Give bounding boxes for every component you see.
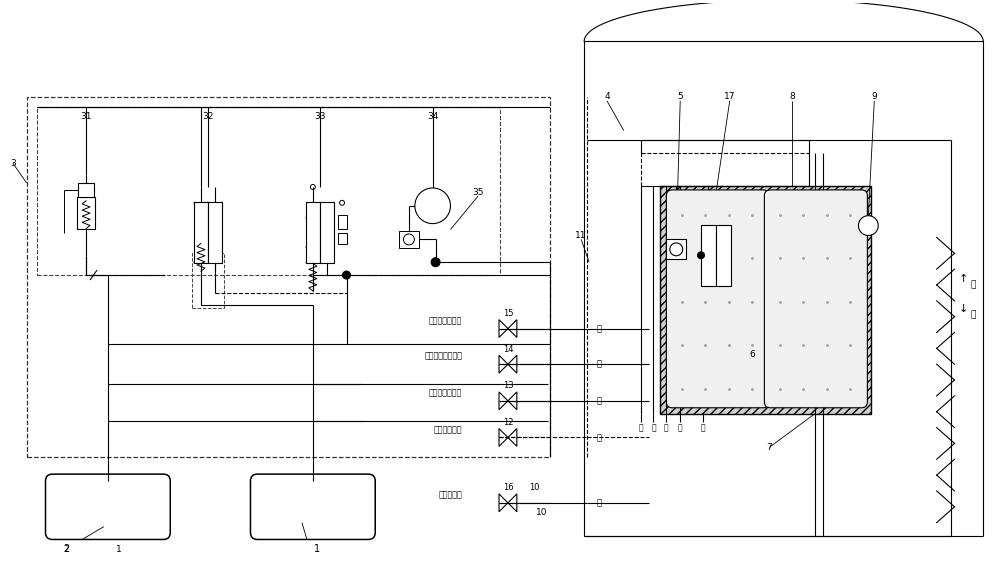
Circle shape [431, 258, 440, 266]
Text: 32: 32 [202, 112, 214, 121]
FancyBboxPatch shape [764, 190, 867, 408]
Text: 3: 3 [10, 159, 16, 168]
Text: 10: 10 [536, 508, 547, 517]
Text: 34: 34 [427, 112, 438, 121]
Text: 31: 31 [80, 112, 92, 121]
Text: 采样面液体压力: 采样面液体压力 [429, 316, 462, 325]
Text: 16: 16 [503, 484, 513, 493]
FancyBboxPatch shape [45, 474, 170, 539]
Text: 二: 二 [597, 396, 602, 405]
Text: 12: 12 [503, 418, 513, 427]
Bar [320, 202, 334, 263]
Text: 6: 6 [750, 350, 755, 359]
Text: 17: 17 [724, 92, 735, 101]
Bar [77, 197, 95, 229]
Text: 液体采样口: 液体采样口 [439, 490, 462, 500]
Bar [660, 186, 871, 414]
Text: 五: 五 [701, 423, 705, 432]
Bar [716, 225, 731, 286]
Text: 11: 11 [575, 231, 587, 240]
Bar [666, 239, 686, 259]
Bar [37, 107, 500, 275]
Bar [338, 232, 347, 244]
FancyBboxPatch shape [666, 190, 769, 408]
Text: 10: 10 [529, 484, 540, 493]
Text: 2: 2 [63, 545, 69, 554]
Text: 5: 5 [677, 92, 683, 101]
Text: 下: 下 [970, 310, 976, 319]
Text: 1: 1 [314, 544, 320, 555]
Text: 二: 二 [664, 423, 669, 432]
Bar [192, 253, 224, 308]
FancyBboxPatch shape [250, 474, 375, 539]
Text: 三: 三 [597, 359, 602, 369]
Bar [78, 183, 94, 197]
Text: 9: 9 [871, 92, 877, 101]
Bar [27, 97, 550, 457]
Text: 复位样置换回路: 复位样置换回路 [429, 388, 462, 397]
Text: 35: 35 [472, 188, 484, 197]
Text: 15: 15 [503, 309, 513, 318]
Text: 4: 4 [604, 92, 610, 101]
Circle shape [698, 252, 704, 259]
Text: ↑: ↑ [959, 274, 968, 284]
Circle shape [403, 234, 414, 245]
Text: 13: 13 [503, 382, 513, 391]
Text: 7: 7 [766, 443, 772, 452]
Circle shape [858, 215, 878, 235]
Text: 8: 8 [789, 92, 795, 101]
Circle shape [415, 188, 450, 223]
Text: 33: 33 [314, 112, 326, 121]
Text: 五: 五 [597, 498, 602, 507]
Text: 三: 三 [651, 423, 656, 432]
Bar [338, 215, 347, 229]
Text: 2: 2 [63, 544, 69, 555]
Bar [194, 202, 208, 263]
Text: 一: 一 [678, 423, 683, 432]
Text: 四: 四 [638, 423, 643, 432]
Text: 四: 四 [597, 324, 602, 333]
Text: ↓: ↓ [959, 304, 968, 314]
Text: 采样控制回路: 采样控制回路 [434, 425, 462, 434]
Text: 14: 14 [503, 345, 513, 354]
Circle shape [670, 243, 683, 256]
Bar [306, 202, 320, 263]
Text: 浮块移动控制回路: 浮块移动控制回路 [424, 352, 462, 361]
Text: 一: 一 [597, 433, 602, 442]
Text: 上: 上 [970, 281, 976, 290]
Bar [208, 202, 222, 263]
Bar [399, 231, 419, 248]
Text: 1: 1 [116, 545, 122, 554]
Bar [701, 225, 716, 286]
Circle shape [343, 271, 350, 279]
